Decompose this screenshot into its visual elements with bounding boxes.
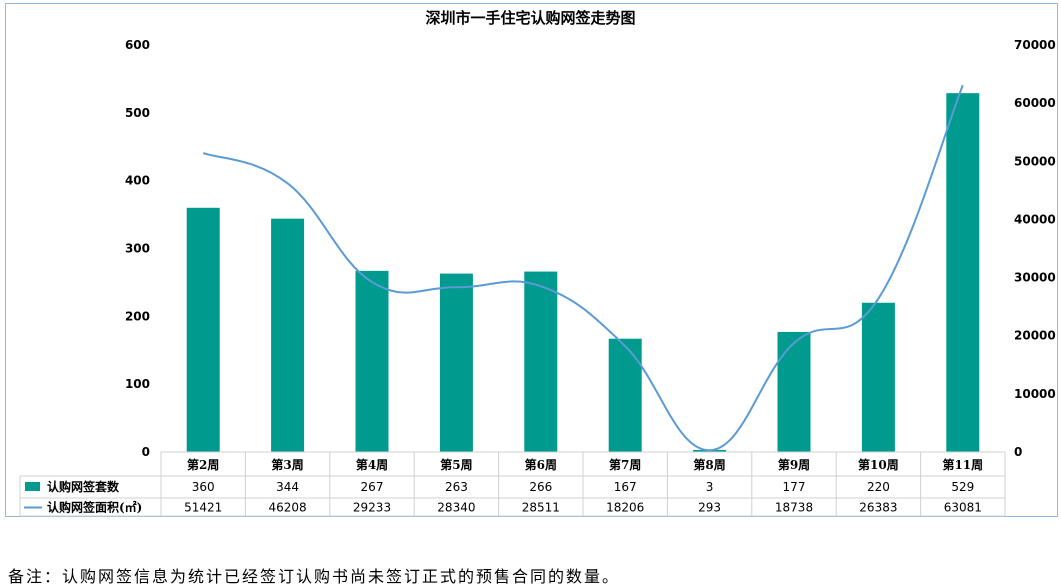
chart-title: 深圳市一手住宅认购网签走势图 — [425, 9, 636, 27]
right-axis-tick-label: 20000 — [1014, 329, 1056, 343]
category-label: 第2周 — [187, 457, 219, 472]
chart-plot: 0 100 200 300 400 500 600 0 10000 20000 30000 40000… — [19, 38, 1056, 517]
left-axis-tick-label: 500 — [125, 106, 150, 120]
table-cell: 177 — [783, 480, 806, 494]
category-label: 第11周 — [942, 457, 983, 472]
table-cell: 344 — [276, 480, 299, 494]
table-cell: 51421 — [184, 501, 222, 515]
bar — [355, 270, 389, 452]
table-cell: 529 — [951, 480, 974, 494]
table-cell: 46208 — [269, 501, 307, 515]
bar — [946, 93, 980, 452]
bar — [777, 331, 811, 452]
bar — [439, 273, 473, 452]
left-axis-tick-label: 300 — [125, 242, 150, 256]
table-cell: 220 — [867, 480, 890, 494]
category-label: 第8周 — [693, 457, 725, 472]
left-axis-tick-label: 200 — [125, 309, 150, 323]
right-axis-tick-label: 40000 — [1014, 212, 1056, 226]
table-cell: 360 — [192, 480, 215, 494]
table-cell: 26383 — [859, 501, 897, 515]
left-axis-tick-label: 100 — [125, 377, 150, 391]
legend-key-bar — [25, 482, 40, 491]
legend-label: 认购网签面积(㎡) — [47, 500, 142, 515]
table-cell: 18206 — [606, 501, 644, 515]
category-label: 第4周 — [356, 457, 388, 472]
table-cell: 29233 — [353, 501, 391, 515]
table-cell: 267 — [361, 480, 384, 494]
left-axis-tick-label: 600 — [125, 38, 150, 52]
table-cell: 263 — [445, 480, 468, 494]
bar — [524, 271, 558, 452]
category-label: 第9周 — [778, 457, 810, 472]
table-cell: 28340 — [437, 501, 475, 515]
bar — [186, 207, 220, 452]
bar — [608, 338, 642, 452]
category-label: 第3周 — [271, 457, 303, 472]
category-label: 第6周 — [525, 457, 557, 472]
right-axis-tick-label: 0 — [1014, 445, 1022, 459]
bar — [271, 218, 305, 452]
table-cell: 28511 — [522, 501, 560, 515]
right-axis-tick-label: 10000 — [1014, 387, 1056, 401]
right-axis-tick-label: 30000 — [1014, 271, 1056, 285]
category-label: 第5周 — [440, 457, 472, 472]
table-cell: 3 — [706, 480, 714, 494]
left-axis-tick-label: 0 — [142, 445, 150, 459]
right-axis-tick-label: 50000 — [1014, 154, 1056, 168]
table-cell: 293 — [698, 501, 721, 515]
table-cell: 63081 — [944, 501, 982, 515]
legend-label: 认购网签套数 — [47, 479, 120, 494]
right-axis-tick-label: 60000 — [1014, 96, 1056, 110]
left-axis-tick-label: 400 — [125, 174, 150, 188]
area-series-line — [202, 84, 964, 452]
table-cell: 18738 — [775, 501, 813, 515]
table-cell: 266 — [529, 480, 552, 494]
category-label: 第10周 — [858, 457, 899, 472]
category-label: 第7周 — [609, 457, 641, 472]
footnote: 备注：认购网签信息为统计已经签订认购书尚未签订正式的预售合同的数量。 — [8, 567, 621, 586]
right-axis-tick-label: 70000 — [1014, 38, 1056, 52]
table-cell: 167 — [614, 480, 637, 494]
bar — [861, 302, 895, 452]
